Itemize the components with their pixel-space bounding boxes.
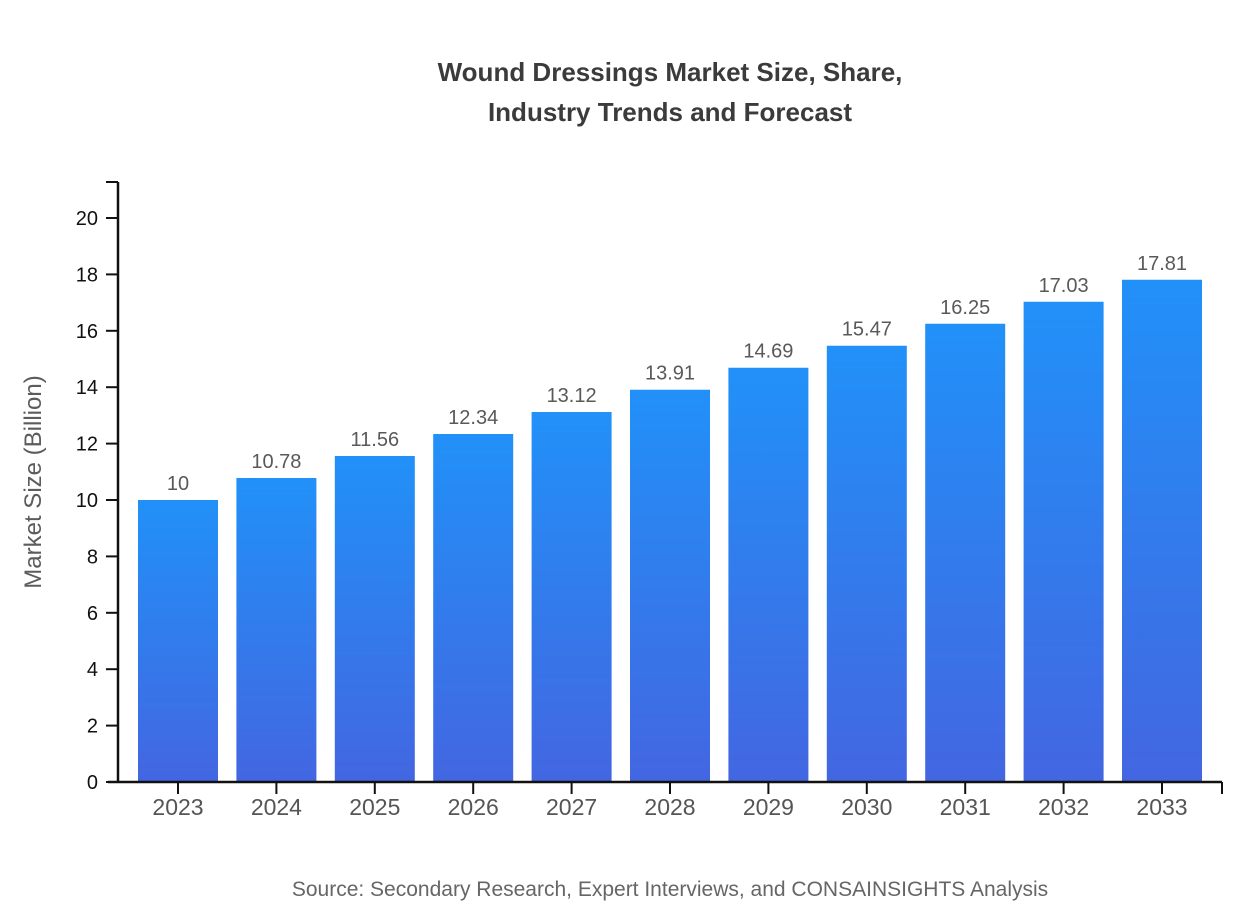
- x-tick-label: 2030: [841, 794, 892, 820]
- x-tick-label: 2027: [546, 794, 597, 820]
- x-tick-label: 2029: [743, 794, 794, 820]
- bar-value-label: 10: [167, 473, 189, 495]
- y-tick-label: 16: [76, 321, 98, 343]
- x-tick-label: 2033: [1136, 794, 1187, 820]
- bar: [728, 367, 809, 782]
- bar-value-label: 17.03: [1039, 275, 1089, 297]
- y-tick-label: 0: [87, 772, 98, 794]
- y-tick-label: 18: [76, 264, 98, 286]
- x-tick-label: 2032: [1038, 794, 1089, 820]
- y-tick-label: 20: [76, 208, 98, 230]
- x-tick-label: 2024: [251, 794, 302, 820]
- y-tick-label: 14: [76, 377, 98, 399]
- y-tick-label: 12: [76, 434, 98, 456]
- bar: [236, 478, 317, 782]
- bar-value-label: 11.56: [351, 429, 400, 451]
- chart-title-line1: Wound Dressings Market Size, Share,: [437, 57, 903, 87]
- bar: [138, 500, 218, 782]
- bar-value-label: 14.69: [743, 341, 793, 363]
- bar-value-label: 10.78: [251, 451, 301, 473]
- bar: [925, 323, 1006, 782]
- bar: [1023, 301, 1104, 782]
- bar: [1122, 279, 1202, 782]
- y-tick-label: 8: [87, 546, 98, 568]
- x-tick-label: 2028: [644, 794, 695, 820]
- bar-value-label: 17.81: [1137, 253, 1187, 275]
- x-tick-label: 2025: [349, 794, 400, 820]
- x-tick-label: 2031: [940, 794, 991, 820]
- bar: [826, 345, 907, 782]
- y-tick-label: 2: [87, 716, 98, 738]
- bar-value-label: 12.34: [448, 407, 498, 429]
- bar-value-label: 15.47: [842, 319, 892, 341]
- source-attribution: Source: Secondary Research, Expert Inter…: [291, 878, 1049, 901]
- y-tick-label: 6: [87, 603, 98, 625]
- bar-value-label: 13.12: [547, 385, 597, 407]
- chart-title-line2: Industry Trends and Forecast: [487, 97, 853, 127]
- bar-value-label: 16.25: [940, 297, 990, 319]
- bar: [433, 434, 514, 782]
- bar: [334, 456, 415, 782]
- x-tick-label: 2023: [152, 794, 203, 820]
- bar: [531, 412, 612, 782]
- y-tick-label: 10: [76, 490, 98, 512]
- x-tick-label: 2026: [448, 794, 499, 820]
- bar: [630, 389, 710, 782]
- chart-title: Wound Dressings Market Size, Share, Indu…: [0, 52, 1260, 132]
- y-tick-label: 4: [87, 659, 98, 681]
- bar-value-label: 13.91: [645, 363, 695, 385]
